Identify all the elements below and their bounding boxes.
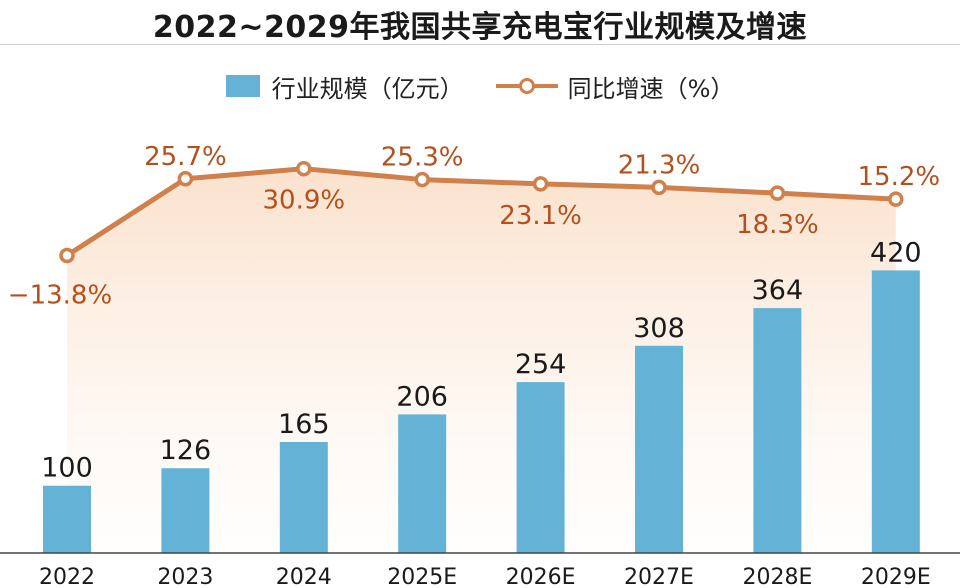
growth-value-label: −13.8% bbox=[8, 281, 112, 311]
bar-value-label: 308 bbox=[633, 313, 685, 344]
bar-2023 bbox=[161, 468, 210, 553]
growth-area-fill bbox=[67, 168, 896, 553]
x-tick-label: 2022 bbox=[39, 565, 95, 588]
growth-point-2022 bbox=[59, 247, 75, 264]
growth-value-label: 18.3% bbox=[736, 210, 819, 240]
title-divider bbox=[0, 44, 960, 45]
growth-line bbox=[64, 166, 899, 258]
x-tick-label: 2029E bbox=[861, 565, 931, 588]
bar-value-label: 420 bbox=[870, 237, 922, 268]
bar-2028E bbox=[753, 308, 802, 553]
bar-value-label: 126 bbox=[160, 435, 212, 466]
bar-value-label: 100 bbox=[41, 453, 93, 484]
bar-value-label: 165 bbox=[278, 409, 330, 440]
growth-point-2024 bbox=[296, 160, 312, 177]
growth-value-label: 21.3% bbox=[618, 150, 701, 180]
bar-2024 bbox=[279, 441, 328, 553]
x-tick-label: 2028E bbox=[742, 565, 812, 588]
growth-value-label: 25.3% bbox=[381, 143, 464, 173]
legend-bar-swatch bbox=[225, 75, 260, 97]
bar-value-label: 364 bbox=[752, 275, 804, 306]
bar-value-label: 206 bbox=[396, 381, 448, 412]
legend-item-line: 同比增速（%） bbox=[495, 69, 735, 104]
x-tick-label: 2027E bbox=[624, 565, 694, 588]
growth-value-label: 30.9% bbox=[262, 186, 345, 216]
growth-value-label: 15.2% bbox=[857, 162, 940, 192]
x-tick-label: 2025E bbox=[387, 565, 457, 588]
bar-value-label: 254 bbox=[515, 349, 567, 380]
bar-2027E bbox=[635, 345, 683, 553]
growth-value-label: 25.7% bbox=[144, 142, 227, 172]
x-tick-label: 2026E bbox=[506, 565, 576, 588]
growth-value-label: 23.1% bbox=[499, 201, 582, 231]
bar-2026E bbox=[516, 382, 565, 553]
growth-point-2026E bbox=[532, 176, 549, 192]
bar-2022 bbox=[43, 485, 91, 553]
growth-point-2027E bbox=[651, 179, 667, 196]
legend-item-bar: 行业规模（亿元） bbox=[225, 69, 464, 104]
bar-2029E bbox=[871, 270, 920, 553]
x-tick-label: 2024 bbox=[276, 565, 332, 588]
legend-line-swatch bbox=[495, 78, 558, 94]
growth-point-2025E bbox=[414, 171, 430, 188]
legend-line-label: 同比增速（%） bbox=[567, 74, 735, 103]
legend-bar-label: 行业规模（亿元） bbox=[271, 74, 464, 103]
growth-point-2023 bbox=[177, 171, 194, 187]
bar-2025E bbox=[398, 414, 447, 553]
chart-title: 2022~2029年我国共享充电宝行业规模及增速 bbox=[152, 10, 808, 45]
x-tick-label: 2023 bbox=[157, 565, 213, 588]
legend: 行业规模（亿元） 同比增速（%） bbox=[0, 66, 960, 106]
growth-point-2028E bbox=[769, 185, 786, 201]
growth-point-2029E bbox=[888, 191, 904, 207]
